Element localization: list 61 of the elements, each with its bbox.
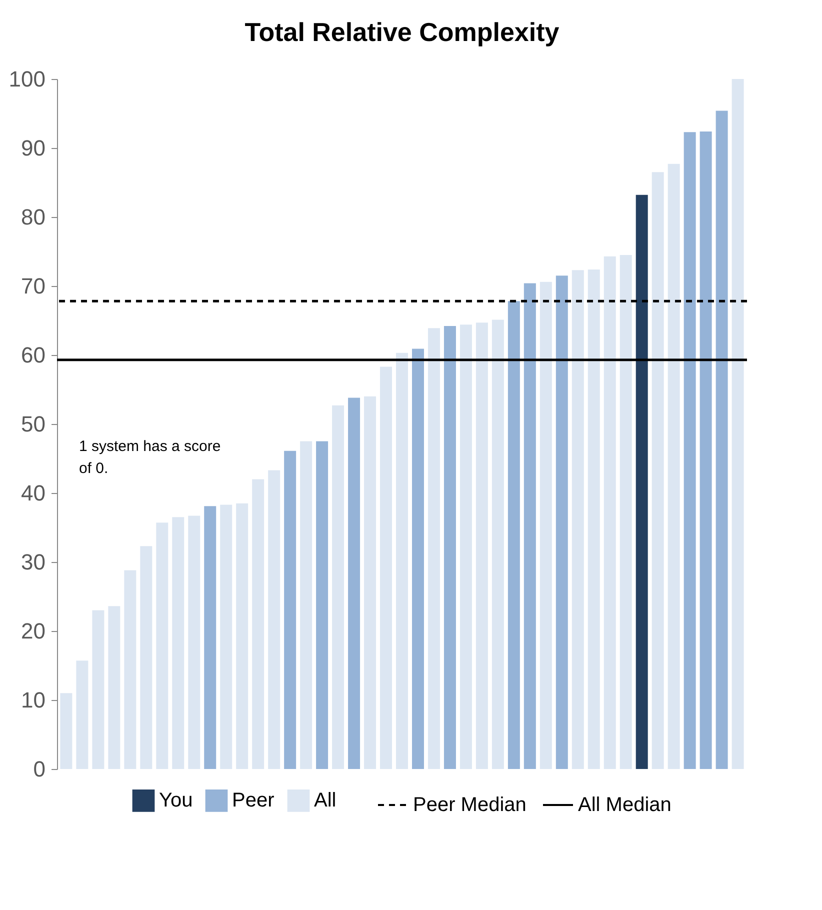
bar [380, 366, 392, 769]
bar [684, 132, 696, 769]
bar [476, 322, 488, 769]
bar [412, 348, 424, 769]
bar [284, 450, 296, 769]
y-tick-label: 30 [21, 550, 46, 574]
y-tick-label: 60 [21, 342, 46, 368]
bar [540, 282, 552, 769]
bar [492, 320, 504, 769]
y-tick-label: 10 [21, 688, 46, 712]
bar [316, 441, 328, 769]
y-tick-label: 50 [21, 412, 46, 436]
bar [172, 517, 184, 769]
bar [396, 352, 408, 769]
bar [572, 270, 584, 769]
bar [188, 516, 200, 769]
bar [524, 283, 536, 769]
y-tick-label: 70 [21, 274, 46, 298]
bar [108, 606, 120, 769]
bar [140, 546, 152, 769]
legend-label: All Median [578, 794, 672, 816]
bar [252, 479, 264, 769]
bar [156, 522, 168, 769]
bar [220, 504, 232, 769]
bar [428, 328, 440, 769]
bar [508, 301, 520, 769]
bar [556, 276, 568, 769]
chart-title: Total Relative Complexity [244, 17, 560, 47]
bar [636, 194, 648, 769]
legend-label: Peer Median [413, 794, 526, 816]
y-tick-label: 0 [33, 756, 46, 782]
bar [76, 660, 88, 769]
bar [92, 610, 104, 769]
y-tick-label: 80 [21, 204, 46, 230]
legend-label: You [159, 790, 193, 812]
bar [204, 506, 216, 769]
bar [668, 164, 680, 769]
bar [588, 269, 600, 769]
bar [444, 326, 456, 769]
y-tick-label: 40 [21, 480, 46, 506]
bar [60, 693, 72, 769]
y-tick-label: 100 [8, 66, 46, 92]
bar [268, 470, 280, 769]
bar [124, 570, 136, 769]
bar [300, 441, 312, 769]
bar [460, 324, 472, 769]
bar [604, 256, 616, 769]
legend-label: All [314, 790, 336, 812]
bar [620, 254, 632, 769]
bar [716, 110, 728, 769]
annotation: 1 system has a score of 0. [79, 438, 221, 477]
legend-label: Peer [232, 790, 275, 812]
bar [332, 405, 344, 769]
bar [236, 503, 248, 769]
bar [364, 396, 376, 769]
y-tick-label: 90 [21, 136, 46, 160]
bar [700, 131, 712, 769]
y-tick-label: 20 [21, 618, 46, 644]
bar [348, 398, 360, 769]
bar [732, 79, 744, 769]
bar [652, 172, 664, 769]
